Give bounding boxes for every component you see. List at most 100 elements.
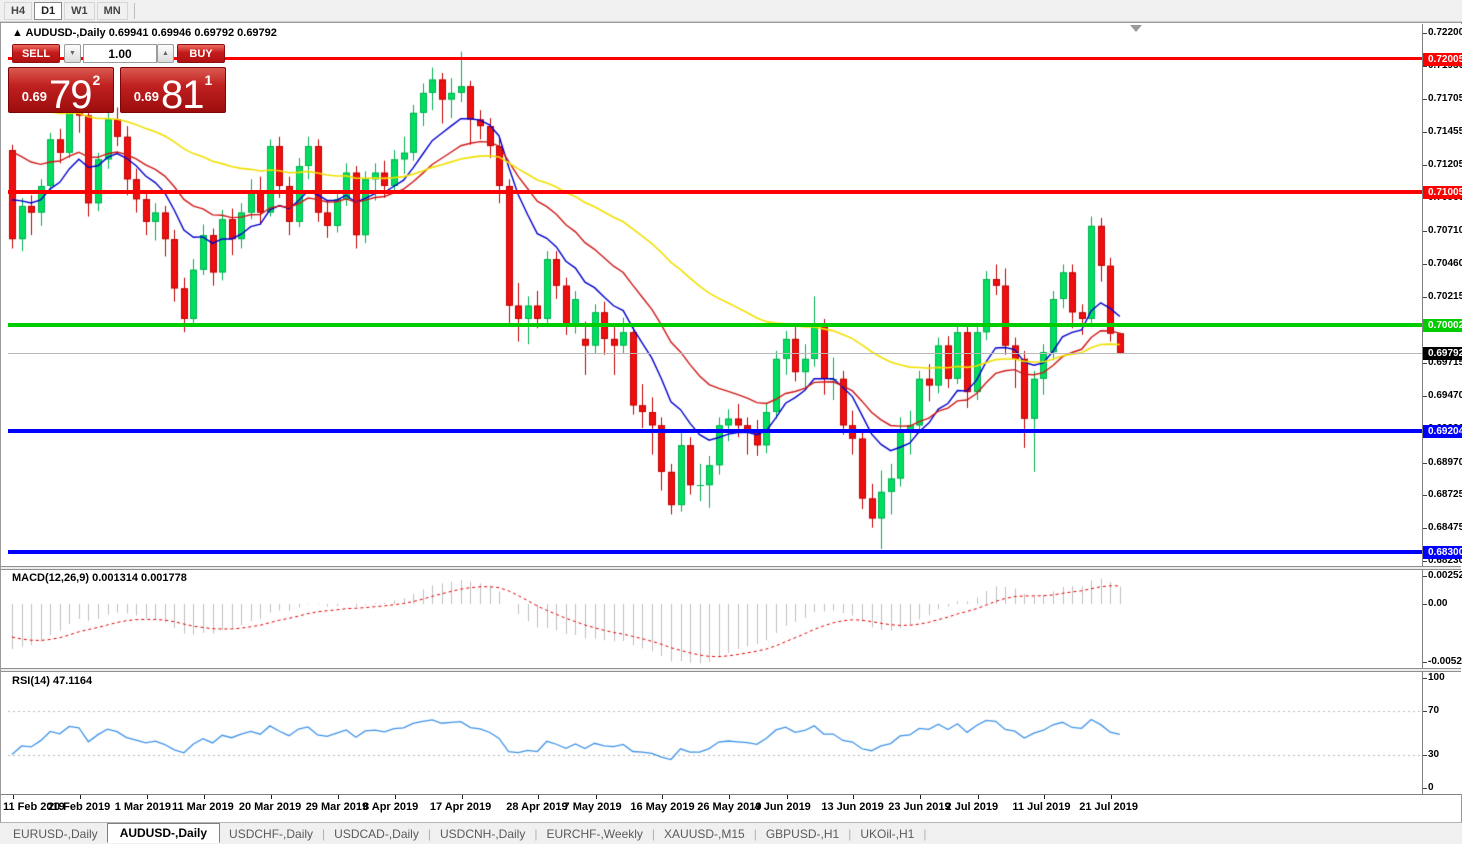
time-scale-tick — [395, 795, 396, 799]
timeframe-button-h4[interactable]: H4 — [4, 1, 33, 20]
scale-tick — [1423, 396, 1427, 398]
chart-ohlc-values: 0.69941 0.69946 0.69792 0.69792 — [108, 27, 277, 39]
time-scale-tick — [977, 795, 979, 799]
timeframe-button-d1[interactable]: D1 — [34, 1, 63, 20]
horizontal-line-0.72005[interactable] — [8, 57, 1422, 60]
time-scale-tick — [662, 795, 664, 799]
scale-tick — [1423, 98, 1427, 100]
scale-tick — [1423, 678, 1427, 679]
time-scale-label: 28 Apr 2019 — [506, 801, 568, 813]
time-scale-tick — [79, 795, 81, 799]
time-scale-label: 16 May 2019 — [630, 801, 695, 813]
sell-price-main: 79 — [49, 73, 92, 118]
tab-separator: | — [322, 826, 326, 841]
scale-tick — [1423, 297, 1427, 298]
sell-price-prefix: 0.69 — [21, 89, 47, 104]
scale-tick — [1423, 264, 1427, 266]
price-scale-label: 0.70215 — [1428, 291, 1462, 302]
time-scale-label: 21 Jul 2019 — [1079, 801, 1138, 813]
time-scale-tick — [729, 795, 731, 799]
chart-tab-gbpusd-h1[interactable]: GBPUSD-,H1 — [765, 826, 840, 841]
time-scale-tick — [786, 795, 788, 799]
tab-separator: | — [534, 826, 538, 841]
chart-shift-marker-icon[interactable] — [1130, 25, 1142, 32]
time-scale-tick — [461, 795, 463, 799]
scale-tick — [1423, 132, 1427, 134]
chart-tab-eurusd-daily[interactable]: EURUSD-,Daily — [13, 826, 98, 841]
time-scale-label: 20 Feb 2019 — [47, 801, 111, 813]
time-scale-tick — [853, 795, 855, 799]
chart-tab-ukoil-h1[interactable]: UKOil-,H1 — [860, 826, 915, 841]
rsi-indicator-label: RSI(14) 47.1164 — [12, 675, 93, 687]
chart-symbol-label: AUDUSD-,Daily — [25, 27, 106, 39]
chart-tab-usdcad-daily[interactable]: USDCAD-,Daily — [334, 826, 419, 841]
tab-separator: | — [651, 826, 656, 841]
scale-tick — [1423, 603, 1427, 605]
price-scale-label: 0.71455 — [1428, 126, 1462, 138]
price-scale-label: 0.69470 — [1428, 390, 1462, 402]
chart-tab-usdchf-daily[interactable]: USDCHF-,Daily — [229, 826, 314, 841]
timeframe-button-w1[interactable]: W1 — [64, 1, 95, 20]
sell-price-display[interactable]: 0.69 79 2 — [8, 67, 114, 118]
time-scale-label: 2 Jul 2019 — [945, 801, 999, 813]
price-scale-label: 0.68725 — [1428, 489, 1462, 501]
chart-tabs-bar: EURUSD-,Daily AUDUSD-,Daily USDCHF-,Daily |… — [0, 822, 1462, 844]
scale-tick — [1423, 66, 1427, 68]
price-scale-label: 0.68475 — [1428, 522, 1462, 534]
horizontal-line-0.71005[interactable] — [8, 190, 1422, 194]
sell-price-sup: 2 — [92, 72, 101, 88]
horizontal-line-0.68300[interactable] — [8, 550, 1422, 554]
time-scale-tick — [1044, 795, 1046, 799]
time-scale[interactable]: 11 Feb 2019 20 Feb 2019 1 Mar 2019 11 Mar 2… — [1, 794, 1461, 822]
buy-button[interactable]: BUY — [177, 44, 225, 63]
sell-button[interactable]: SELL — [12, 44, 60, 63]
one-click-trading-panel: SELL ▼ ▲ BUY 0.69 79 2 0.69 81 1 — [8, 42, 228, 118]
chart-title: ▲ AUDUSD-,Daily 0.69941 0.69946 0.69792 … — [12, 27, 277, 39]
horizontal-line-0.69204[interactable] — [8, 429, 1422, 433]
buy-price-display[interactable]: 0.69 81 1 — [120, 67, 226, 118]
scale-tick — [1423, 231, 1427, 233]
time-scale-label: 11 Mar 2019 — [172, 801, 234, 813]
hline-price-label: 0.71005 — [1423, 185, 1462, 199]
time-scale-label: 8 Apr 2019 — [363, 801, 419, 813]
collapse-panel-icon[interactable]: ▲ — [12, 27, 23, 39]
price-scale[interactable]: 0.722000.719500.717050.714550.712050.709… — [1422, 24, 1462, 794]
hline-price-label: 0.69204 — [1423, 425, 1462, 439]
price-scale-label: 0.68230 — [1428, 554, 1462, 566]
scale-tick — [1423, 528, 1427, 530]
volume-input[interactable] — [83, 44, 157, 63]
scale-tick — [1423, 363, 1427, 365]
price-scale-label: 0.71205 — [1428, 159, 1462, 171]
time-scale-label: 11 Jul 2019 — [1012, 801, 1071, 813]
time-scale-label: 23 Jun 2019 — [888, 801, 951, 813]
timeframe-toolbar: H4 D1 W1 MN — [0, 0, 1462, 22]
price-scale-label: 0.70710 — [1428, 225, 1462, 237]
horizontal-line-0.70002[interactable] — [8, 323, 1422, 327]
scale-tick — [1423, 662, 1427, 663]
time-scale-label: 26 May 2019 — [697, 801, 762, 813]
time-scale-tick — [13, 795, 14, 799]
volume-increase-button[interactable]: ▲ — [157, 44, 174, 63]
price-chart-canvas[interactable] — [8, 24, 1422, 794]
chart-tab-audusd-daily[interactable]: AUDUSD-,Daily — [106, 822, 221, 843]
scale-tick — [1423, 755, 1427, 756]
scale-tick — [1423, 33, 1427, 35]
volume-decrease-button[interactable]: ▼ — [64, 44, 81, 63]
time-scale-tick — [538, 795, 540, 799]
time-scale-tick — [270, 795, 272, 799]
chart-tab-usdcnh-daily[interactable]: USDCNH-,Daily — [439, 826, 526, 841]
time-scale-label: 11 Feb 2019 — [3, 801, 65, 813]
buy-price-main: 81 — [161, 73, 204, 118]
chart-tab-eurchf-weekly[interactable]: EURCHF-,Weekly — [546, 826, 643, 841]
price-scale-label: 0.69715 — [1428, 357, 1462, 369]
price-scale-label: 0.70460 — [1428, 258, 1462, 270]
macd-scale-label: 0.002522 — [1428, 570, 1462, 581]
pane-splitter-rsi[interactable] — [1, 668, 1461, 672]
pane-splitter-macd[interactable] — [1, 566, 1461, 570]
time-scale-label: 7 May 2019 — [563, 801, 622, 813]
time-scale-label: 1 Mar 2019 — [114, 801, 171, 813]
hline-price-label: 0.72005 — [1423, 52, 1462, 66]
current-price-label: 0.69792 — [1423, 347, 1462, 361]
timeframe-button-mn[interactable]: MN — [96, 1, 128, 20]
chart-tab-xauusd-m15[interactable]: XAUUSD-,M15 — [664, 826, 745, 841]
